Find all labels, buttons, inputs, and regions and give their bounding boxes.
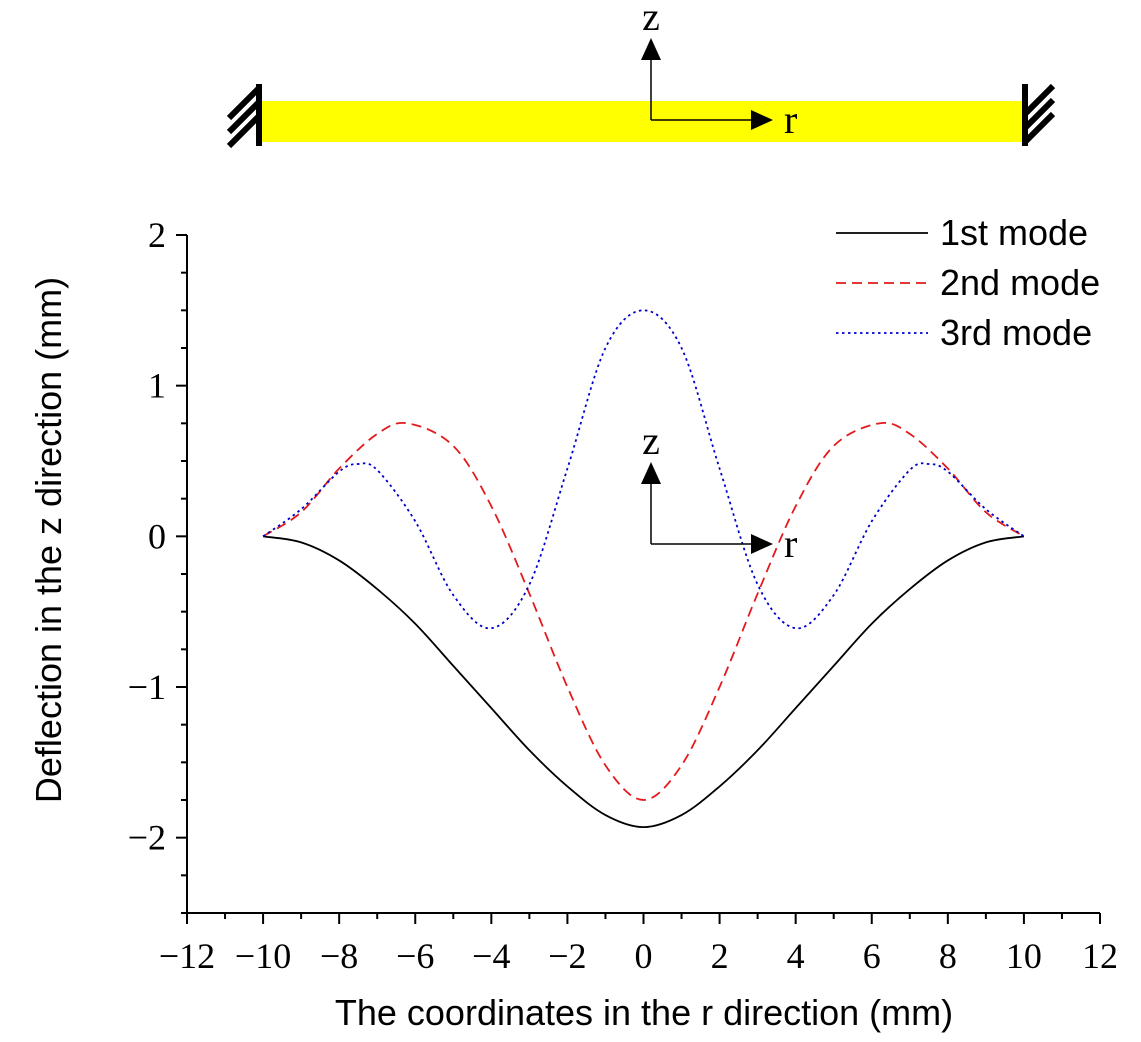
plot-axis-r-label: r xyxy=(784,521,797,566)
x-tick-label: 12 xyxy=(1082,936,1118,976)
x-tick-label: −8 xyxy=(320,936,358,976)
y-tick-label: −1 xyxy=(128,667,166,707)
x-tick-label: 6 xyxy=(863,936,881,976)
x-tick-label: 10 xyxy=(1006,936,1042,976)
beam-z-arrowhead xyxy=(641,38,661,60)
x-tick-label: −10 xyxy=(235,936,291,976)
beam-axis-z-label: z xyxy=(642,0,660,39)
x-tick-label: 0 xyxy=(635,936,653,976)
beam-body xyxy=(258,101,1026,142)
x-axis-title: The coordinates in the r direction (mm) xyxy=(335,992,953,1033)
series-layer xyxy=(262,309,1025,829)
beam-r-arrowhead xyxy=(751,110,773,130)
plot-coordinate-axes: z r xyxy=(641,418,797,566)
plot-axis-z-label: z xyxy=(642,418,660,463)
right-fixed-support xyxy=(1022,83,1056,146)
x-axis-ticks xyxy=(186,913,1101,924)
series-line-3 xyxy=(262,309,1025,630)
y-axis-title: Deflection in the z direction (mm) xyxy=(28,277,69,803)
x-axis-tick-labels: −12 −10 −8 −6 −4 −2 0 2 4 6 8 10 12 xyxy=(159,936,1118,976)
plot-r-arrowhead xyxy=(751,534,773,554)
series-line-1 xyxy=(262,535,1025,829)
plot-z-arrowhead xyxy=(641,462,661,484)
y-axis-tick-labels: −2 −1 0 1 2 xyxy=(128,215,166,858)
x-tick-label: 2 xyxy=(711,936,729,976)
y-axis-ticks xyxy=(176,234,187,914)
legend-label-3: 3rd mode xyxy=(940,312,1092,353)
x-tick-label: −12 xyxy=(159,936,215,976)
x-tick-label: 4 xyxy=(787,936,805,976)
y-tick-label: 2 xyxy=(148,215,166,255)
legend-label-2: 2nd mode xyxy=(940,262,1100,303)
beam-axis-r-label: r xyxy=(784,97,797,142)
x-tick-label: 8 xyxy=(939,936,957,976)
y-tick-label: −2 xyxy=(128,818,166,858)
beam-diagram: z r xyxy=(226,0,1056,149)
left-fixed-support xyxy=(226,84,262,149)
y-tick-label: 0 xyxy=(148,516,166,556)
x-tick-label: −2 xyxy=(548,936,586,976)
beam-coordinate-axes: z r xyxy=(641,0,797,142)
series-line-2 xyxy=(262,421,1025,801)
legend: 1st mode 2nd mode 3rd mode xyxy=(836,212,1100,353)
y-tick-label: 1 xyxy=(148,366,166,406)
legend-label-1: 1st mode xyxy=(940,212,1088,253)
x-tick-label: −4 xyxy=(472,936,510,976)
x-tick-label: −6 xyxy=(396,936,434,976)
